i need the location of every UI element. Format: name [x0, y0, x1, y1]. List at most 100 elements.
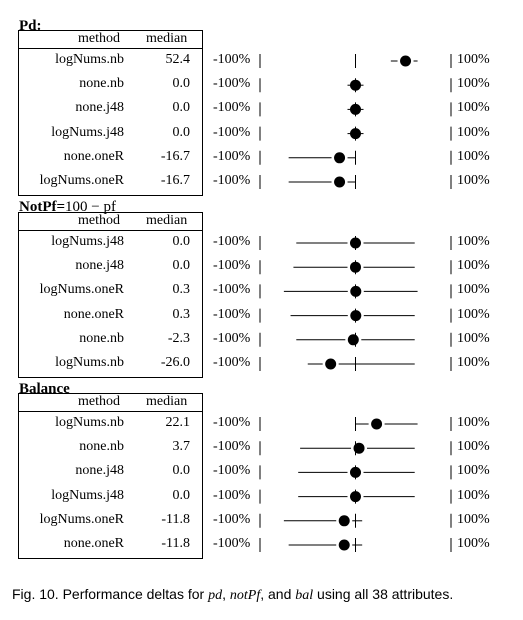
method-name: none.j48 — [75, 258, 124, 274]
median-value: -16.7 — [160, 148, 190, 164]
table-row: logNums.j48 0.0 — [19, 488, 202, 508]
quartile-plot — [259, 441, 452, 456]
axis-min-label: -100% — [213, 306, 251, 322]
axis-min-label: -100% — [213, 173, 251, 188]
median-value: 22.1 — [165, 415, 191, 430]
axis-min-label: -100% — [213, 258, 251, 274]
axis-max-label: 100% — [457, 124, 490, 140]
axis-min-label: -100% — [213, 439, 251, 455]
col-method: method — [78, 394, 120, 409]
axis-max-label: 100% — [457, 487, 490, 503]
axis-min-label: -100% — [213, 148, 251, 164]
median-value: -26.0 — [160, 355, 190, 370]
axis-max-label: 100% — [457, 234, 490, 249]
method-name: logNums.oneR — [39, 173, 124, 188]
axis-max-label: 100% — [457, 282, 490, 298]
table-row: logNums.nb 22.1 — [19, 415, 202, 435]
quartile-plot — [259, 78, 452, 93]
quartile-plot — [259, 260, 452, 275]
median-value: 0.0 — [172, 100, 191, 116]
table-row: logNums.nb 52.4 — [19, 52, 202, 72]
axis-max-label: 100% — [457, 511, 490, 527]
median-dot — [350, 285, 362, 297]
median-value: 0.0 — [172, 463, 191, 479]
quartile-plot — [259, 308, 452, 323]
table-row: logNums.oneR -16.7 — [19, 173, 202, 193]
table-header: method median — [19, 394, 202, 412]
axis-min-label: -100% — [213, 100, 251, 116]
median-value: 0.0 — [172, 487, 191, 503]
median-value: -2.3 — [167, 330, 190, 346]
col-median: median — [146, 394, 188, 409]
method-name: logNums.nb — [55, 415, 124, 430]
quartile-plot — [259, 126, 452, 141]
axis-min-label: -100% — [213, 76, 251, 92]
median-dot — [350, 128, 361, 140]
median-value: 0.0 — [172, 234, 191, 249]
median-dot — [350, 310, 362, 322]
median-value: 0.0 — [172, 124, 191, 140]
axis-min-label: -100% — [213, 124, 251, 140]
table-header: method median — [19, 31, 202, 49]
table-row: logNums.oneR 0.3 — [19, 282, 202, 302]
col-median: median — [146, 31, 188, 46]
figure-caption: Fig. 10. Performance deltas for pd, notP… — [12, 586, 454, 603]
quartile-plot — [259, 102, 452, 117]
median-dot — [347, 334, 359, 346]
table-row: logNums.j48 0.0 — [19, 125, 202, 145]
method-name: none.oneR — [63, 536, 124, 551]
axis-min-label: -100% — [213, 282, 251, 298]
method-name: none.oneR — [63, 306, 124, 322]
median-value: -11.8 — [161, 511, 190, 527]
quartile-plot — [259, 489, 452, 504]
method-name: none.oneR — [63, 148, 124, 164]
axis-min-label: -100% — [213, 330, 251, 346]
col-method: method — [78, 31, 120, 46]
axis-max-label: 100% — [457, 536, 490, 551]
method-name: logNums.nb — [55, 52, 124, 67]
axis-max-label: 100% — [457, 415, 490, 430]
median-dot — [350, 103, 361, 115]
median-dot — [371, 418, 383, 430]
median-dot — [350, 79, 361, 91]
axis-min-label: -100% — [213, 463, 251, 479]
table-pd: method median — [18, 30, 203, 196]
median-dot — [350, 466, 361, 478]
axis-max-label: 100% — [457, 330, 490, 346]
table-row: none.j48 0.0 — [19, 463, 202, 483]
median-dot — [325, 358, 337, 370]
axis-min-label: -100% — [213, 234, 251, 249]
axis-max-label: 100% — [457, 100, 490, 116]
method-name: none.j48 — [75, 463, 124, 479]
table-row: none.oneR -16.7 — [19, 149, 202, 169]
method-name: logNums.oneR — [39, 511, 124, 527]
axis-max-label: 100% — [457, 355, 490, 370]
quartile-plot — [259, 54, 452, 68]
table-balance: method median — [18, 393, 203, 559]
method-name: logNums.j48 — [51, 487, 124, 503]
median-value: 3.7 — [172, 439, 191, 455]
col-method: method — [78, 213, 120, 228]
table-notpf: method median — [18, 212, 203, 378]
median-dot — [350, 491, 361, 503]
median-dot — [334, 176, 346, 188]
axis-min-label: -100% — [213, 487, 251, 503]
quartile-plot — [259, 236, 452, 250]
quartile-plot — [259, 538, 452, 552]
median-dot — [350, 261, 361, 273]
quartile-plot — [259, 465, 452, 480]
method-name: logNums.j48 — [51, 124, 124, 140]
axis-max-label: 100% — [457, 148, 490, 164]
median-dot — [400, 55, 412, 67]
method-name: none.j48 — [75, 100, 124, 116]
quartile-plots — [259, 54, 452, 552]
method-name: logNums.nb — [55, 355, 124, 370]
quartile-plot — [259, 332, 452, 347]
axis-min-label: -100% — [213, 355, 251, 370]
axis-max-label: 100% — [457, 306, 490, 322]
quartile-plot — [259, 150, 452, 165]
quartile-plot — [259, 357, 452, 371]
section-title-notpf: NotPf=100 − pf — [19, 199, 117, 215]
axis-max-label: 100% — [457, 439, 490, 455]
axis-min-label: -100% — [213, 415, 251, 430]
